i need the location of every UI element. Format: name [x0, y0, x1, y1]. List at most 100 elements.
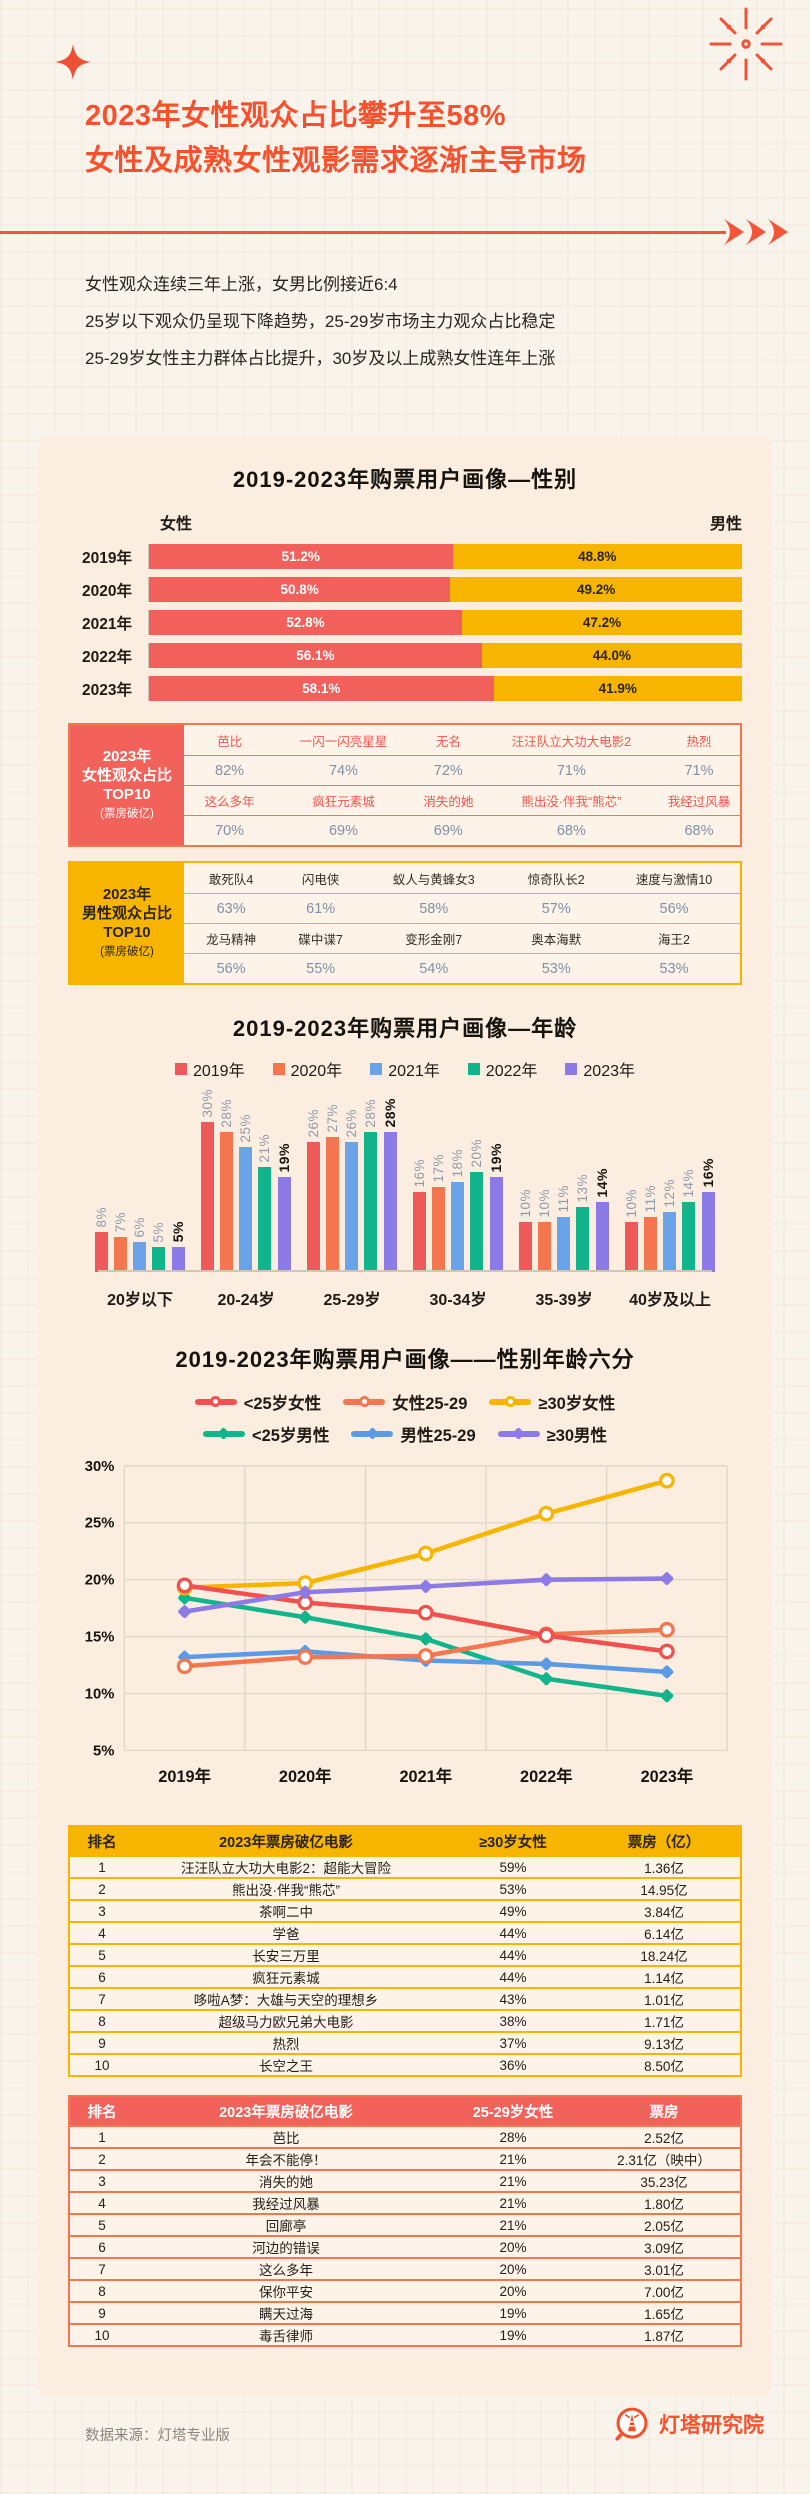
bar-value-label: 20%: [469, 1139, 484, 1168]
share-cell: 21%: [499, 2217, 527, 2233]
audience-share-cell: 72%: [411, 755, 485, 785]
age-category-label: 35-39岁: [535, 1291, 593, 1309]
gender-bar-row: 2023年 58.1% 41.9%: [68, 676, 742, 701]
audience-share-cell: 70%: [184, 815, 276, 845]
age-chart-baseline: [98, 1269, 712, 1272]
header-divider: [0, 231, 726, 234]
bar-value-label: 10%: [624, 1189, 639, 1218]
age-bar: [345, 1141, 358, 1272]
movie-name-cell: 芭比: [272, 2131, 300, 2147]
male-top10-table: 2023年 男性观众占比 TOP10 (票房破亿) 敢死队4 闪电侠 蚁人与黄蜂女3 惊奇队长…: [68, 861, 742, 985]
audience-share-cell: 68%: [657, 815, 740, 845]
bar-value-label: 6%: [132, 1217, 147, 1238]
legend-marker: [366, 1427, 379, 1440]
movie-name-cell: 熊出没·伴我“熊芯”: [232, 1883, 340, 1899]
age-bar-column: 16%: [700, 1158, 716, 1272]
movie-name-cell: 河边的错误: [252, 2241, 320, 2257]
bar-value-label: 17%: [431, 1154, 446, 1183]
movie-name-cell: 热烈: [686, 734, 712, 749]
legend-item: ≥30岁女性: [489, 1390, 615, 1414]
legend-line-swatch: [351, 1427, 394, 1440]
share-cell: 21%: [499, 2173, 527, 2189]
age-bar: [171, 1246, 185, 1272]
top10-header-cell: 2023年 男性观众占比 TOP10 (票房破亿): [70, 863, 184, 983]
age-bar-column: 14%: [594, 1168, 610, 1272]
age-bar: [451, 1181, 464, 1272]
svg-text:2019年: 2019年: [158, 1767, 211, 1786]
movie-name-cell: 年会不能停！: [245, 2153, 327, 2169]
rank-cell: 9: [98, 2035, 106, 2051]
page-title: 2023年女性观众占比攀升至58% 女性及成熟女性观影需求逐渐主导市场: [85, 94, 587, 184]
audience-share-cell: 57%: [504, 893, 609, 923]
age-bar: [576, 1206, 589, 1272]
age-bar: [663, 1211, 676, 1272]
column-header: 2023年票房破亿电影: [219, 2104, 353, 2121]
rank-cell: 3: [98, 1903, 106, 1919]
age-bar: [364, 1131, 377, 1272]
audience-share-cell: 71%: [484, 755, 658, 785]
bar-value-label: 10%: [518, 1189, 533, 1218]
boxoffice-cell: 9.13亿: [644, 2037, 684, 2053]
age-group: 10% 10% 11% 13% 14% 35-39岁: [518, 1168, 610, 1310]
gender-stacked-bar-chart: 2019年 51.2% 48.8% 2020年 50.8% 49.2% 2021年 52.8%…: [68, 544, 742, 701]
gender-bar-row: 2022年 56.1% 44.0%: [68, 643, 742, 668]
top10-header-line: TOP10: [103, 923, 151, 941]
intro-line-3: 25-29岁女性主力群体占比提升，30岁及以上成熟女性连年上涨: [85, 349, 556, 368]
top10-header-line: (票房破亿): [100, 945, 154, 958]
content-panel: 2019-2023年购票用户画像—性别 女性 男性 2019年 51.2% 48.8…: [38, 436, 772, 2396]
age-bar-column: 10%: [537, 1189, 552, 1272]
bar-value-label: 16%: [412, 1159, 427, 1188]
top10-header-line: 2023年: [102, 885, 152, 903]
audience-share-cell: 54%: [363, 953, 505, 983]
movie-name-cell: 我经过风暴: [657, 785, 740, 815]
age-bar-column: 21%: [257, 1134, 272, 1272]
bar-value-label: 27%: [325, 1104, 340, 1133]
movie-name-cell: 这么多年: [184, 785, 276, 815]
svg-text:2021年: 2021年: [399, 1767, 452, 1786]
age-bar: [383, 1131, 397, 1272]
share-cell: 38%: [499, 2013, 527, 2029]
brand-logo: 灯塔研究院: [614, 2406, 764, 2442]
boxoffice-cell: 1.80亿: [644, 2197, 684, 2213]
bar-value-label: 19%: [276, 1143, 292, 1173]
audience-share-cell: 56%: [184, 953, 279, 983]
legend-item: ≥30男性: [497, 1422, 607, 1446]
movie-name-cell: 无名: [435, 734, 461, 749]
boxoffice-cell: 2.31亿（映中）: [617, 2153, 711, 2169]
movie-table-row: 6 疯狂元素城 44% 1.14亿: [70, 1965, 740, 1987]
rank-cell: 9: [98, 2305, 106, 2321]
share-cell: 37%: [499, 2035, 527, 2051]
bar-value-label: 16%: [700, 1158, 716, 1188]
data-source-note: 数据来源：灯塔专业版: [85, 2428, 230, 2444]
top10-header-line: 2023年: [102, 747, 152, 765]
age-bar-column: 30%: [200, 1089, 215, 1272]
legend-item: 2020年: [272, 1057, 342, 1081]
legend-line-swatch: [194, 1396, 237, 1408]
movie-table-row: 9 热烈 37% 9.13亿: [70, 2031, 740, 2053]
svg-text:5%: 5%: [93, 1743, 114, 1759]
audience-share-cell: 74%: [275, 755, 412, 785]
share-cell: 36%: [499, 2057, 527, 2073]
bar-value-label: 26%: [344, 1109, 359, 1138]
bar-value-label: 11%: [643, 1185, 658, 1213]
bar-value-label: 28%: [382, 1098, 398, 1128]
movie-name-cell: 超级马力欧兄弟大电影: [218, 2015, 354, 2031]
boxoffice-cell: 3.01亿: [644, 2263, 684, 2279]
rank-cell: 2: [98, 1881, 106, 1897]
age-bar-column: 19%: [488, 1143, 504, 1272]
bar-value-label: 12%: [662, 1179, 677, 1208]
age-bar-column: 13%: [575, 1174, 590, 1272]
line-chart: 30% 25% 20% 15% 10% 5% 2019年 2020年 2021年 2022年 202…: [68, 1454, 742, 1800]
legend-marker: [358, 1396, 370, 1408]
boxoffice-cell: 2.05亿: [644, 2219, 684, 2235]
movie-name-cell: 长空之王: [259, 2059, 313, 2075]
bar-value-label: 28%: [219, 1099, 234, 1128]
boxoffice-cell: 1.14亿: [644, 1971, 684, 1987]
movie-name-cell: 疯狂元素城: [252, 1971, 320, 1987]
top10-header-line: TOP10: [103, 785, 151, 803]
age-bar-column: 19%: [276, 1143, 292, 1272]
movie-table-row: 1 汪汪队立大功大电影2：超能大冒险 59% 1.36亿: [70, 1855, 740, 1877]
age-bar-column: 26%: [344, 1109, 359, 1272]
legend-label: ≥30岁女性: [538, 1394, 616, 1413]
age-bar: [682, 1201, 695, 1272]
